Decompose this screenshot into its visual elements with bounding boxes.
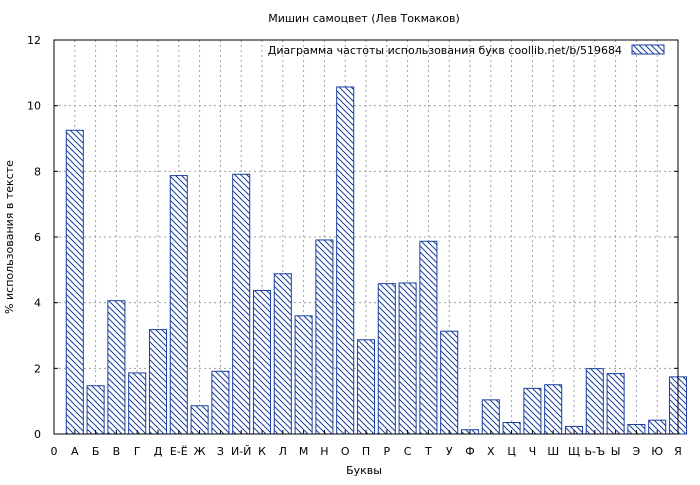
x-tick-label: Г [134, 445, 141, 458]
bar-И-Й [232, 173, 251, 435]
x-tick-label: Я [674, 445, 682, 458]
bar-С [398, 282, 417, 435]
x-tick-label: И-Й [231, 445, 251, 458]
legend-label: Диаграмма частоты использования букв coo… [268, 44, 622, 57]
bar-З [211, 370, 230, 435]
bar-Ш [544, 384, 563, 435]
y-axis-label: % использования в тексте [3, 160, 16, 314]
bars [65, 86, 688, 435]
x-tick-label: Э [633, 445, 641, 458]
x-tick-label: Л [279, 445, 287, 458]
x-tick-label: Р [383, 445, 390, 458]
x-tick-label: Ф [465, 445, 474, 458]
x-tick-label: Ы [611, 445, 621, 458]
x-tick-label: Б [92, 445, 100, 458]
bar-Х [481, 399, 500, 435]
y-tick-label: 8 [34, 165, 41, 178]
bar-Б [86, 385, 105, 435]
bar-Н [315, 239, 334, 435]
y-axis-ticks: 0 2 4 6 8 10 12 [27, 34, 678, 441]
bar-Л [273, 273, 292, 435]
legend: Диаграмма частоты использования букв coo… [268, 44, 665, 57]
y-tick-label: 0 [34, 428, 41, 441]
y-tick-label: 10 [27, 100, 41, 113]
x-tick-label: С [404, 445, 412, 458]
legend-swatch [631, 44, 665, 55]
bar-Т [419, 240, 438, 435]
bar-Ж [190, 405, 209, 435]
x-tick-label: А [71, 445, 79, 458]
x-tick-label: Ш [547, 445, 559, 458]
x-tick-label: Ч [529, 445, 537, 458]
bar-Ь-Ъ [585, 368, 604, 435]
x-tick-label: У [446, 445, 453, 458]
x-axis-label: Буквы [346, 464, 382, 477]
bar-К [252, 290, 272, 435]
x-tick-label: Х [487, 445, 495, 458]
y-tick-label: 4 [34, 297, 41, 310]
x-tick-label: Н [320, 445, 328, 458]
bar-Е-Ё [169, 175, 188, 435]
x-tick-label: К [258, 445, 266, 458]
bar-У [440, 330, 459, 435]
x-tick-label: 0 [51, 445, 58, 458]
bar-Д [148, 329, 168, 435]
x-tick-label: О [341, 445, 350, 458]
x-tick-label: Ц [507, 445, 516, 458]
x-tick-label: Т [424, 445, 432, 458]
chart-title: Мишин самоцвет (Лев Токмаков) [268, 12, 460, 25]
y-tick-label: 2 [34, 362, 41, 375]
bar-О [336, 86, 355, 435]
bar-Р [377, 283, 396, 435]
x-tick-label: Ь-Ъ [584, 445, 605, 458]
x-tick-label: Д [154, 445, 163, 458]
x-tick-label: М [299, 445, 309, 458]
x-tick-label: П [362, 445, 370, 458]
x-tick-label: В [113, 445, 121, 458]
y-tick-label: 12 [27, 34, 41, 47]
x-tick-label: Ж [194, 445, 206, 458]
bar-М [294, 315, 313, 435]
y-tick-label: 6 [34, 231, 41, 244]
bar-П [356, 339, 376, 435]
bar-А [65, 129, 84, 435]
bar-В [107, 300, 126, 435]
x-tick-label: З [217, 445, 224, 458]
bar-Ы [606, 373, 625, 435]
bar-Г [128, 372, 147, 435]
x-axis-ticks: 0 А Б В Г Д Е-Ё Ж З И-Й К Л М Н О П Р С Т У Ф Х Ц Ч Ш Щ Ь-Ъ Ы Э Ю Я [51, 430, 682, 458]
bar-Ч [523, 387, 542, 435]
x-tick-label: Е-Ё [170, 445, 188, 458]
x-tick-label: Ю [651, 445, 663, 458]
x-tick-label: Щ [568, 445, 580, 458]
